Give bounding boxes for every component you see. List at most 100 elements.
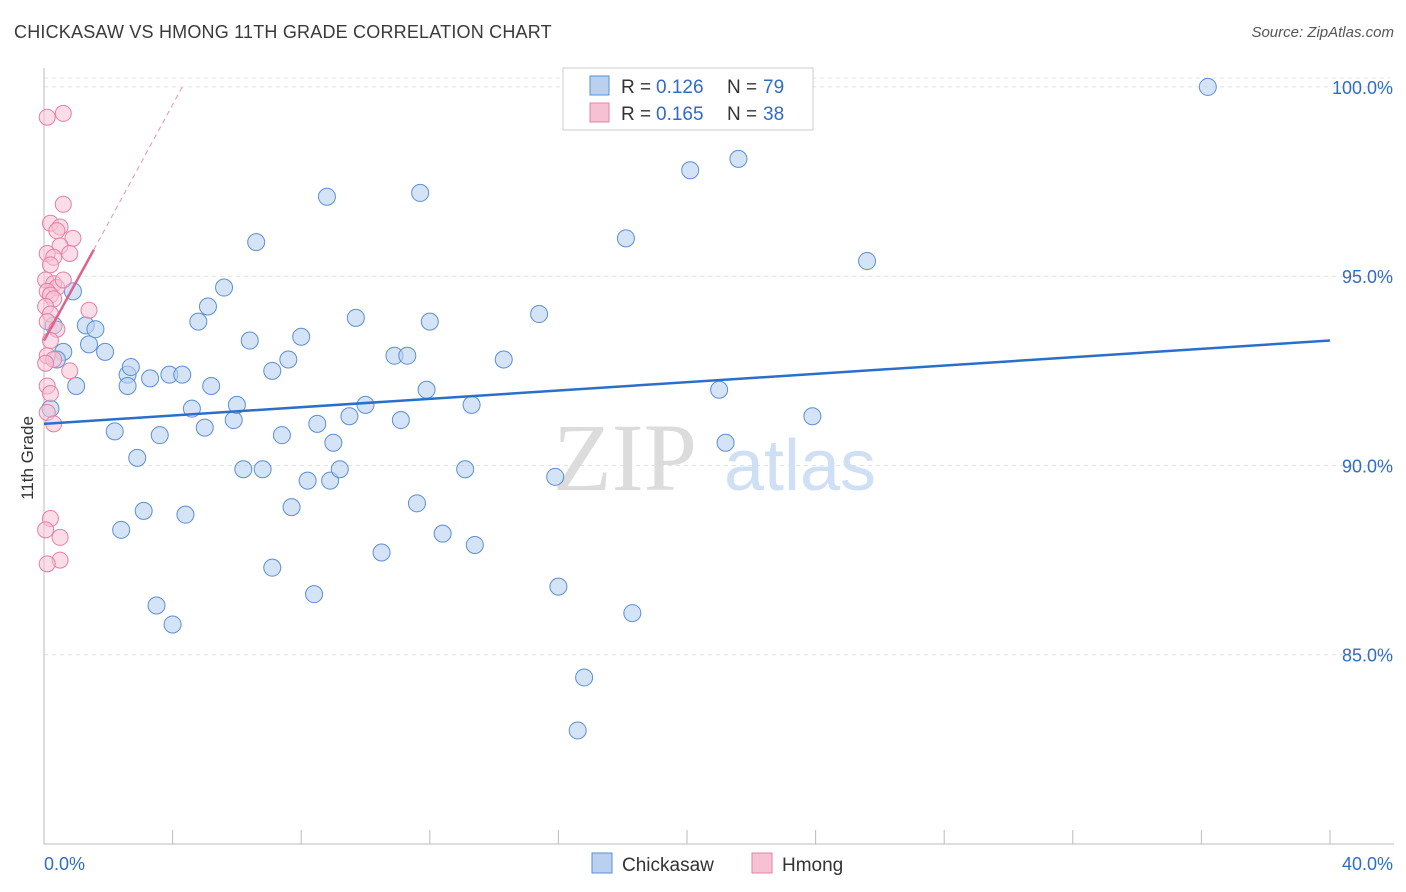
legend-n-label-chickasaw: N = — [727, 77, 757, 98]
legend-n-value-chickasaw: 79 — [763, 77, 784, 98]
legend-n-label-hmong: N = — [727, 104, 757, 125]
chickasaw-point — [189, 312, 208, 331]
hmong-point — [37, 354, 55, 372]
chickasaw-point — [80, 335, 99, 354]
chickasaw-point — [710, 380, 729, 399]
chickasaw-point — [224, 411, 243, 430]
chickasaw-point — [141, 369, 160, 388]
chickasaw-point — [263, 558, 282, 577]
chart-title: CHICKASAW VS HMONG 11TH GRADE CORRELATIO… — [14, 22, 552, 42]
chickasaw-point — [67, 376, 86, 395]
x-tick-label-max: 40.0% — [1342, 854, 1393, 874]
chickasaw-point — [234, 460, 253, 479]
legend-swatch-hmong — [589, 102, 610, 123]
hmong-point — [80, 301, 98, 319]
chickasaw-point — [716, 433, 735, 452]
hmong-point — [48, 222, 66, 240]
chickasaw-point — [121, 358, 140, 377]
chickasaw-point — [240, 331, 259, 350]
chickasaw-point — [462, 395, 481, 414]
chickasaw-point — [215, 278, 234, 297]
y-axis-title: 11th Grade — [18, 416, 37, 500]
chickasaw-point — [198, 297, 217, 316]
hmong-trend-line — [42, 249, 95, 342]
chickasaw-point — [616, 229, 635, 248]
source-label: Source: ZipAtlas.com — [1251, 24, 1394, 41]
chickasaw-point — [253, 460, 272, 479]
chickasaw-point — [150, 426, 169, 445]
chickasaw-point — [134, 501, 153, 520]
chickasaw-point — [298, 471, 317, 490]
chickasaw-point — [549, 577, 568, 596]
y-tick-label: 100.0% — [1332, 78, 1393, 98]
chickasaw-point — [173, 365, 192, 384]
chickasaw-point — [346, 308, 365, 327]
chickasaw-point — [433, 524, 452, 543]
chickasaw-point — [356, 395, 375, 414]
chickasaw-point — [340, 407, 359, 426]
chickasaw-point — [317, 187, 336, 206]
chickasaw-point — [530, 305, 549, 324]
chickasaw-point — [308, 414, 327, 433]
y-tick-label: 95.0% — [1342, 267, 1393, 287]
bottom-legend-label-chickasaw: Chickasaw — [622, 855, 714, 876]
bottom-legend-swatch-chickasaw — [591, 852, 613, 874]
hmong-trend-extension — [93, 86, 183, 250]
chickasaw-point — [96, 342, 115, 361]
trend-lines — [42, 86, 1331, 426]
chickasaw-point — [147, 596, 166, 615]
gridlines — [44, 77, 1390, 656]
hmong-point — [41, 385, 59, 403]
chickasaw-point — [202, 376, 221, 395]
stats-legend: R = 0.126 N = 79 R = 0.165 N = 38 — [562, 67, 814, 131]
chickasaw-point — [407, 494, 426, 513]
chickasaw-point — [118, 376, 137, 395]
chickasaw-point — [1198, 77, 1217, 96]
chickasaw-trend-line — [43, 339, 1331, 426]
chickasaw-point — [417, 380, 436, 399]
chickasaw-point — [112, 520, 131, 539]
chickasaw-point — [456, 460, 475, 479]
chickasaw-point — [803, 407, 822, 426]
hmong-point — [54, 195, 72, 213]
chickasaw-point — [494, 350, 513, 369]
chickasaw-point — [546, 467, 565, 486]
bottom-legend-label-hmong: Hmong — [782, 855, 843, 876]
chickasaw-point — [575, 668, 594, 687]
chickasaw-point — [391, 411, 410, 430]
chickasaw-point — [195, 418, 214, 437]
y-tick-label: 90.0% — [1342, 456, 1393, 476]
chickasaw-point — [858, 252, 877, 271]
axes — [43, 68, 1394, 845]
chickasaw-point — [398, 346, 417, 365]
chickasaw-point — [227, 395, 246, 414]
chickasaw-point — [568, 721, 587, 740]
y-tick-labels: 85.0% 90.0% 95.0% 100.0% — [1332, 78, 1393, 666]
chickasaw-point — [330, 460, 349, 479]
chickasaw-point — [176, 505, 195, 524]
watermark: ZIP atlas — [553, 404, 876, 511]
chickasaw-point — [420, 312, 439, 331]
legend-r-label-hmong: R = — [621, 104, 651, 125]
chickasaw-point — [163, 615, 182, 634]
hmong-point — [61, 244, 79, 262]
hmong-point — [51, 528, 69, 546]
chickasaw-point — [372, 543, 391, 562]
chickasaw-point — [292, 327, 311, 346]
chickasaw-point — [681, 161, 700, 180]
chickasaw-point — [86, 320, 105, 339]
chickasaw-point — [465, 535, 484, 554]
chickasaw-point — [324, 433, 343, 452]
series-hmong — [37, 104, 98, 573]
x-tick-label-min: 0.0% — [44, 854, 85, 874]
legend-r-value-chickasaw: 0.126 — [656, 77, 704, 98]
hmong-point — [37, 521, 55, 539]
watermark-atlas: atlas — [724, 426, 876, 506]
chickasaw-point — [411, 183, 430, 202]
hmong-point — [54, 104, 72, 122]
y-tick-label: 85.0% — [1342, 646, 1393, 666]
chickasaw-point — [623, 604, 642, 623]
chickasaw-point — [279, 350, 298, 369]
chickasaw-point — [247, 233, 266, 252]
